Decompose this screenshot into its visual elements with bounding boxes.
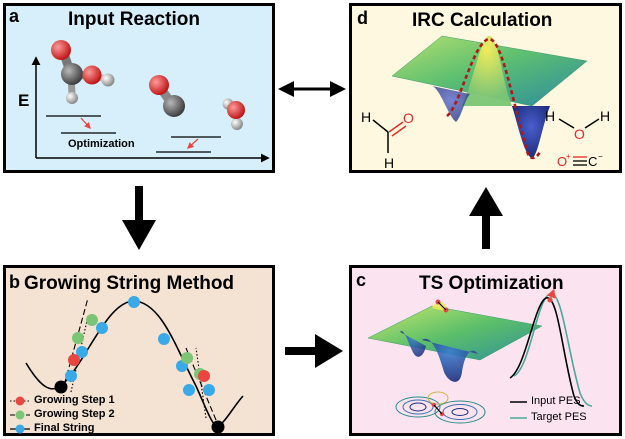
svg-text:O: O [574, 126, 585, 142]
panel-letter: c [356, 270, 367, 290]
molecule-reactant [51, 40, 115, 104]
legend-input-pes: Input PES [531, 395, 581, 407]
string-method-diagram [10, 296, 244, 434]
double-arrow-a-d [278, 81, 346, 97]
panel-input-reaction: a Input Reaction E Optimization [3, 3, 275, 173]
panel-growing-string-method: b Growing String Method [3, 265, 275, 436]
legend-growing-step-2: Growing Step 2 [34, 408, 115, 420]
arrow-a-to-b [122, 186, 156, 250]
svg-text:C: C [588, 154, 597, 169]
irc-path [446, 37, 542, 160]
svg-text:O: O [557, 154, 567, 169]
growing-step-1-nodes [68, 354, 210, 382]
panel-letter: d [357, 8, 368, 28]
arrow-b-to-c [285, 334, 343, 368]
carbon-monoxide-structure: O + C − [557, 152, 603, 169]
water-structure: H O H [545, 108, 610, 142]
panel-title: Growing String Method [24, 273, 235, 294]
final-string-nodes [65, 296, 215, 396]
legend-target-pes: Target PES [531, 411, 587, 423]
panel-letter: b [9, 272, 20, 292]
panel-irc-calculation: d IRC Calculation H O H [349, 3, 622, 173]
panel-letter: a [9, 6, 20, 26]
ts-optimization-diagram [367, 288, 593, 424]
svg-text:H: H [545, 108, 555, 124]
irc-surface-diagram: H O H H O H O + C − [361, 35, 610, 171]
legend-final-string: Final String [34, 422, 95, 434]
molecule-water [222, 98, 245, 130]
legend-growing-step-1: Growing Step 1 [34, 394, 115, 406]
panel-title: TS Optimization [419, 273, 564, 294]
panel-title: IRC Calculation [412, 10, 553, 31]
contour-plot [395, 391, 486, 424]
molecule-co [149, 75, 185, 117]
energy-axis-label: E [18, 91, 30, 110]
svg-text:O: O [403, 110, 414, 126]
svg-text:+: + [566, 152, 571, 161]
arrow-c-to-d [469, 187, 503, 249]
panel-title: Input Reaction [68, 9, 200, 30]
reaction-energy-diagram [31, 40, 270, 163]
panel-ts-optimization: c TS Optimization [349, 265, 622, 436]
legend [10, 396, 30, 434]
pes-curves [509, 288, 593, 407]
optimization-label: Optimization [68, 138, 135, 150]
svg-text:H: H [384, 155, 394, 171]
svg-text:H: H [600, 108, 610, 124]
svg-text:H: H [361, 109, 371, 125]
formaldehyde-structure: H O H [361, 109, 414, 171]
svg-text:−: − [598, 152, 603, 161]
